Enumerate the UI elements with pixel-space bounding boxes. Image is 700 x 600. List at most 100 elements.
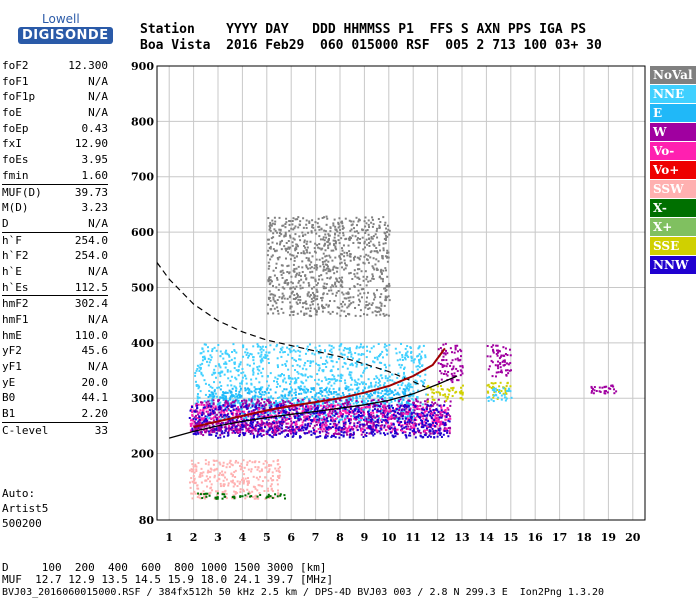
param-row: hmE 110.0 — [2, 328, 108, 344]
param-name: foF1p — [2, 90, 36, 104]
param-row: fmin 1.60 — [2, 168, 108, 184]
param-name: hmF2 — [2, 297, 29, 311]
x-tick-label: 11 — [406, 531, 421, 544]
param-value: 254.0 — [74, 233, 108, 247]
param-row: fxI 12.90 — [2, 136, 108, 152]
param-value: 12.300 — [68, 59, 108, 72]
y-tick-label: 500 — [131, 281, 154, 294]
param-name: B0 — [2, 391, 16, 405]
param-row: yE 20.0 — [2, 375, 108, 391]
param-value: 112.5 — [74, 280, 108, 294]
param-value: 110.0 — [74, 328, 108, 342]
cluster-ssw — [188, 459, 281, 500]
legend-entry: Vo- — [650, 142, 696, 160]
legend: NoVal NNE E W Vo- Vo+ SSW X- X+ SSE NNW — [650, 66, 696, 275]
param-value: 254.0 — [74, 249, 108, 263]
x-tick-label: 19 — [601, 531, 616, 544]
param-value: 33 — [94, 423, 108, 437]
y-tick-label: 700 — [131, 171, 154, 184]
param-value: 0.43 — [81, 121, 109, 135]
param-name: h`F — [2, 233, 22, 247]
param-row: h`E N/A — [2, 264, 108, 280]
y-tick-label: 600 — [131, 226, 154, 239]
cluster-x — [197, 492, 287, 500]
y-tick-label: 800 — [131, 115, 154, 128]
param-name: yF2 — [2, 344, 22, 358]
cluster-nnw — [188, 403, 451, 439]
param-name: h`Es — [2, 280, 29, 294]
x-tick-label: 10 — [381, 531, 397, 544]
auto-label: Auto: — [2, 487, 36, 500]
param-value: 1.60 — [81, 168, 109, 182]
param-row: yF2 45.6 — [2, 343, 108, 359]
param-name: foF1 — [2, 74, 29, 88]
auto-scaling-info: Auto: Artist5 500200 — [2, 486, 48, 531]
muf-row: MUF 12.7 12.9 13.5 14.5 15.9 18.0 24.1 3… — [2, 573, 334, 586]
legend-entry: NoVal — [650, 66, 696, 84]
x-tick-label: 4 — [239, 531, 247, 544]
param-value: 302.4 — [74, 297, 108, 311]
x-tick-label: 16 — [528, 531, 544, 544]
x-tick-label: 9 — [361, 531, 369, 544]
param-name: h`E — [2, 264, 22, 278]
legend-entry: E — [650, 104, 696, 122]
param-row: hmF2 302.4 — [2, 295, 108, 312]
distance-row: D 100 200 400 600 800 1000 1500 3000 [km… — [2, 561, 327, 574]
param-name: hmE — [2, 328, 22, 342]
file-info-row: BVJ03_2016060015000.RSF / 384fx512h 50 k… — [2, 587, 605, 598]
x-tick-label: 15 — [503, 531, 518, 544]
param-value: 3.23 — [81, 201, 109, 215]
param-row: h`F 254.0 — [2, 231, 108, 249]
x-tick-label: 17 — [552, 531, 567, 544]
param-value: N/A — [88, 264, 108, 278]
param-value: 3.95 — [81, 153, 109, 167]
param-row: hmF1 N/A — [2, 312, 108, 328]
ionogram-chart: 1 2 3 4 5 6 7 8 9 10 11 12 13 14 15 16 17 18 19 20802003004… — [131, 60, 646, 544]
param-value: 20.0 — [81, 375, 109, 389]
param-name: hmF1 — [2, 313, 29, 326]
param-name: B1 — [2, 407, 16, 421]
param-value: N/A — [88, 106, 108, 120]
x-tick-label: 20 — [625, 531, 641, 544]
param-name: foF2 — [2, 59, 29, 72]
param-row: M(D) 3.23 — [2, 200, 108, 216]
header-row2: Boa Vista 2016 Feb29 060 015000 RSF 005 … — [140, 38, 602, 53]
param-row: h`F2 254.0 — [2, 248, 108, 264]
x-tick-label: 3 — [214, 531, 222, 544]
legend-entry: NNE — [650, 85, 696, 103]
cluster-w — [486, 344, 512, 378]
param-name: fxI — [2, 137, 22, 151]
legend-entry: NNW — [650, 256, 696, 274]
y-tick-label: 900 — [131, 60, 154, 73]
cluster-w — [590, 384, 618, 395]
param-value: 12.90 — [74, 137, 108, 151]
y-tick-label: 80 — [139, 514, 155, 527]
cluster-noval — [266, 215, 391, 318]
param-row: B0 44.1 — [2, 390, 108, 406]
param-row: foF2 12.300 — [2, 58, 108, 74]
param-row: foE N/A — [2, 105, 108, 121]
param-row: D N/A — [2, 216, 108, 232]
cluster-sse — [426, 384, 464, 403]
param-row: yF1 N/A — [2, 359, 108, 375]
parameter-list: foF2 12.300 foF1 N/A foF1p N/A foE N/A foEp 0.43 f… — [2, 58, 108, 439]
x-tick-label: 14 — [479, 531, 495, 544]
legend-entry: SSE — [650, 237, 696, 255]
x-tick-label: 18 — [576, 531, 592, 544]
legend-entry: W — [650, 123, 696, 141]
param-row: foF1p N/A — [2, 89, 108, 105]
logo-line1: Lowell — [42, 12, 80, 26]
param-name: M(D) — [2, 201, 29, 215]
x-trace-line — [169, 375, 458, 439]
x-tick-label: 12 — [430, 531, 445, 544]
legend-entry: Vo+ — [650, 161, 696, 179]
param-value: N/A — [88, 360, 108, 374]
legend-entry: X+ — [650, 218, 696, 236]
legend-entry: SSW — [650, 180, 696, 198]
x-tick-label: 6 — [287, 531, 295, 544]
cluster-nne — [194, 342, 428, 406]
param-row: foEp 0.43 — [2, 121, 108, 137]
y-tick-label: 300 — [131, 392, 154, 405]
param-name: fmin — [2, 168, 29, 182]
param-value: 45.6 — [81, 344, 109, 358]
